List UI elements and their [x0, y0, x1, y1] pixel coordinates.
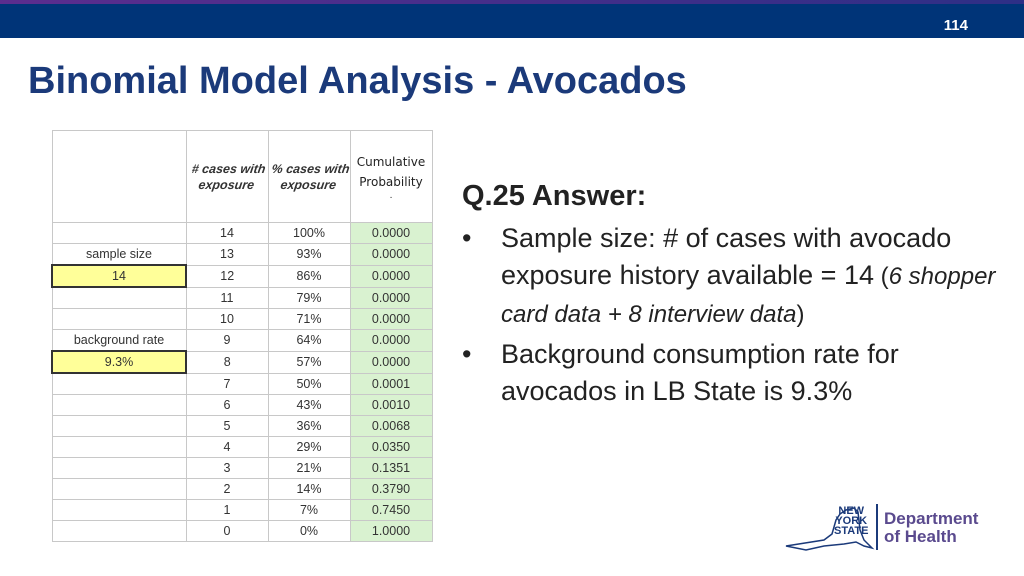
ny-state-outline-icon — [785, 507, 875, 551]
logo-state-text: NEW YORK STATE — [834, 505, 869, 537]
cell-cumulative: 0.0000 — [349, 350, 433, 374]
cell-cumulative: 0.0000 — [349, 222, 433, 244]
cell-cumulative: 0.0000 — [349, 243, 433, 266]
cell-pct: 57% — [267, 350, 351, 374]
empty-header-cell — [51, 130, 187, 223]
cell-cases: 6 — [185, 394, 269, 416]
table-row: 2 14% 0.3790 — [51, 478, 433, 500]
empty-cell — [51, 372, 187, 395]
cell-cases: 1 — [185, 499, 269, 521]
empty-cell — [51, 308, 187, 330]
cell-cumulative: 0.0000 — [349, 329, 433, 352]
cell-cases: 0 — [185, 520, 269, 542]
cell-cumulative: 0.0068 — [349, 415, 433, 437]
empty-cell — [51, 394, 187, 416]
table-header-row: # cases with exposure % cases with expos… — [51, 130, 433, 223]
empty-cell — [51, 286, 187, 309]
cell-cumulative: 0.0000 — [349, 286, 433, 309]
cell-cases: 2 — [185, 478, 269, 500]
cell-cases: 11 — [185, 286, 269, 309]
background-rate-label: background rate — [51, 329, 187, 352]
header-pct: % cases with exposure — [267, 130, 351, 223]
cell-pct: 21% — [267, 457, 351, 479]
cell-pct: 43% — [267, 394, 351, 416]
cell-cumulative: 0.0350 — [349, 436, 433, 458]
table-row: 7 50% 0.0001 — [51, 372, 433, 395]
bullet-icon: • — [462, 223, 472, 253]
cell-pct: 14% — [267, 478, 351, 500]
cell-pct: 29% — [267, 436, 351, 458]
cell-pct: 50% — [267, 372, 351, 395]
table-row: background rate 9 64% 0.0000 — [51, 329, 433, 352]
cell-cases: 3 — [185, 457, 269, 479]
table-row: 1 7% 0.7450 — [51, 499, 433, 521]
page-number: 114 — [943, 17, 968, 34]
header-cumulative: Cumulative Probability. — [349, 130, 433, 223]
sample-size-value: 14 — [51, 264, 187, 288]
cell-pct: 64% — [267, 329, 351, 352]
cell-cumulative: 0.0010 — [349, 394, 433, 416]
cell-cumulative: 1.0000 — [349, 520, 433, 542]
answer-block: Q.25 Answer: • Sample size: # of cases w… — [462, 178, 1002, 413]
cell-cumulative: 0.3790 — [349, 478, 433, 500]
table-row: 5 36% 0.0068 — [51, 415, 433, 437]
nys-doh-logo: NEW YORK STATE Department of Health — [784, 500, 994, 554]
empty-cell — [51, 222, 187, 244]
bullet-sample-size: • Sample size: # of cases with avocado e… — [462, 220, 1002, 333]
cell-pct: 36% — [267, 415, 351, 437]
table-row: 3 21% 0.1351 — [51, 457, 433, 479]
table-row: 14 100% 0.0000 — [51, 222, 433, 244]
cell-cases: 12 — [185, 264, 269, 288]
background-rate-value: 9.3% — [51, 350, 187, 374]
table-row: 4 29% 0.0350 — [51, 436, 433, 458]
empty-cell — [51, 478, 187, 500]
logo-separator — [876, 504, 878, 550]
bullet-italic-note: 6 shopper card data + 8 interview data — [501, 263, 996, 328]
cell-pct: 100% — [267, 222, 351, 244]
cell-pct: 86% — [267, 264, 351, 288]
cell-cases: 14 — [185, 222, 269, 244]
empty-cell — [51, 499, 187, 521]
cell-cases: 4 — [185, 436, 269, 458]
cell-pct: 7% — [267, 499, 351, 521]
empty-cell — [51, 520, 187, 542]
table-row: 10 71% 0.0000 — [51, 308, 433, 330]
answer-bullets: • Sample size: # of cases with avocado e… — [462, 220, 1002, 410]
cell-cases: 7 — [185, 372, 269, 395]
cell-cumulative: 0.7450 — [349, 499, 433, 521]
cell-pct: 79% — [267, 286, 351, 309]
cell-cases: 8 — [185, 350, 269, 374]
empty-cell — [51, 436, 187, 458]
header-bar: 114 — [0, 0, 1024, 38]
cell-cases: 5 — [185, 415, 269, 437]
cell-cumulative: 0.1351 — [349, 457, 433, 479]
table-row: 14 12 86% 0.0000 — [51, 264, 433, 288]
spreadsheet-table: # cases with exposure % cases with expos… — [51, 130, 433, 542]
bullet-icon: • — [462, 339, 472, 369]
table-row: 0 0% 1.0000 — [51, 520, 433, 542]
cell-cumulative: 0.0000 — [349, 264, 433, 288]
cell-cases: 9 — [185, 329, 269, 352]
table-row: 6 43% 0.0010 — [51, 394, 433, 416]
answer-heading: Q.25 Answer: — [462, 180, 647, 212]
bullet-background-rate: • Background consumption rate for avocad… — [462, 336, 1002, 410]
cell-cumulative: 0.0000 — [349, 308, 433, 330]
table-row: 11 79% 0.0000 — [51, 286, 433, 309]
empty-cell — [51, 457, 187, 479]
logo-department-text: Department of Health — [884, 509, 979, 546]
cell-cases: 10 — [185, 308, 269, 330]
cell-cumulative: 0.0001 — [349, 372, 433, 395]
table-row: 9.3% 8 57% 0.0000 — [51, 350, 433, 374]
table-row: sample size 13 93% 0.0000 — [51, 243, 433, 266]
sample-size-label: sample size — [51, 243, 187, 266]
header-cases: # cases with exposure — [185, 130, 269, 223]
page-title: Binomial Model Analysis - Avocados — [28, 60, 687, 102]
cell-pct: 71% — [267, 308, 351, 330]
cell-pct: 93% — [267, 243, 351, 266]
cell-pct: 0% — [267, 520, 351, 542]
cell-cases: 13 — [185, 243, 269, 266]
empty-cell — [51, 415, 187, 437]
